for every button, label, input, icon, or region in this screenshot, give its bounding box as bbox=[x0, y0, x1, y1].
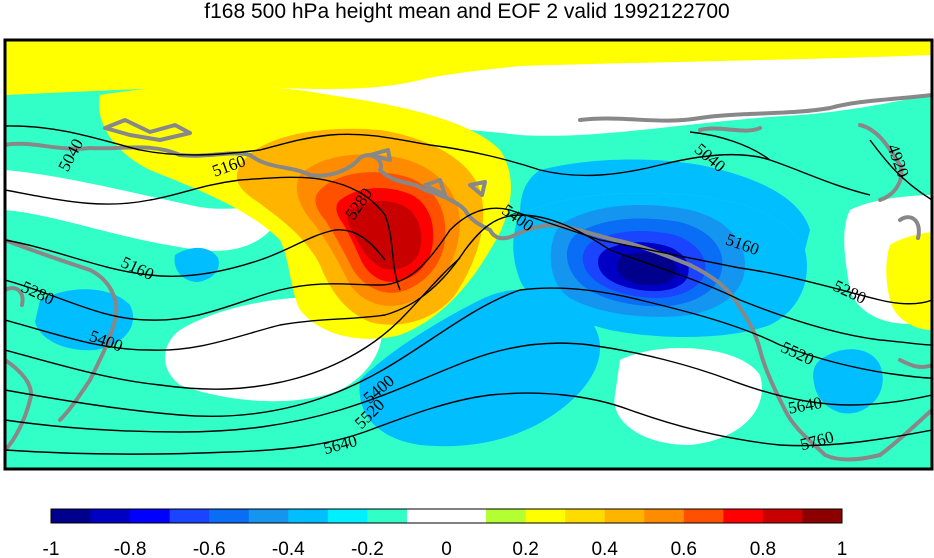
colorbar-swatch bbox=[327, 509, 368, 523]
colorbar-swatch bbox=[51, 509, 91, 523]
negative-anomaly-southeast bbox=[813, 349, 883, 414]
coastline-15 bbox=[898, 358, 932, 370]
colorbar-tick-label: -0.8 bbox=[114, 539, 147, 558]
contour-line-c bbox=[5, 229, 386, 278]
colorbar-swatch bbox=[644, 509, 685, 523]
yellow-band-north bbox=[5, 40, 932, 95]
yellow-east-lobe bbox=[886, 232, 932, 330]
colorbar-swatch bbox=[209, 509, 250, 523]
colorbar-swatch bbox=[288, 509, 329, 523]
colorbar-tick-label: -0.2 bbox=[351, 539, 384, 558]
colorbar-swatch bbox=[723, 509, 764, 523]
colorbar-tick-label: 0.8 bbox=[750, 539, 776, 558]
colorbar-tick-label: 0 bbox=[441, 539, 452, 558]
colorbar-tick-label: 1 bbox=[837, 539, 848, 558]
height-contours bbox=[5, 125, 932, 455]
colorbar-tick-label: 0.2 bbox=[512, 539, 538, 558]
colorbar-swatch bbox=[565, 509, 606, 523]
contour-line-e bbox=[5, 214, 932, 351]
coastline-8 bbox=[698, 126, 762, 133]
contour-line-k bbox=[869, 139, 932, 201]
colorbar-swatch bbox=[525, 509, 566, 523]
contour-line-b bbox=[5, 176, 401, 291]
colorbar-swatch bbox=[406, 509, 447, 523]
colorbar-tick-label: 0.4 bbox=[591, 539, 618, 558]
coastline-4 bbox=[368, 148, 392, 162]
negative-anomaly-ridge bbox=[520, 159, 810, 250]
negative-anomaly-core bbox=[617, 252, 677, 286]
coastline-14 bbox=[878, 408, 932, 457]
colorbar-tick-label: -0.6 bbox=[193, 539, 226, 558]
colorbar-tick-label: -0.4 bbox=[272, 539, 305, 558]
map-title: f168 500 hPa height mean and EOF 2 valid… bbox=[204, 0, 730, 23]
coastline-11 bbox=[5, 238, 119, 422]
colorbar-swatch bbox=[367, 509, 408, 523]
contour-line-a bbox=[5, 125, 871, 196]
coastline-13 bbox=[5, 286, 25, 307]
coastline-9 bbox=[858, 123, 904, 202]
coastline-5 bbox=[423, 178, 447, 197]
contour-line-d bbox=[5, 207, 932, 321]
colorbar-swatch bbox=[604, 509, 645, 523]
positive-anomaly-0.8 bbox=[347, 201, 422, 270]
colorbar-swatch bbox=[446, 509, 487, 523]
coastline-7 bbox=[578, 93, 932, 123]
colorbar-swatch bbox=[683, 509, 724, 523]
colorbar-swatch bbox=[486, 509, 526, 523]
contour-line-g bbox=[5, 287, 932, 417]
contour-line-h bbox=[5, 342, 932, 433]
colorbar-swatch bbox=[248, 509, 289, 523]
contour-line-i bbox=[5, 392, 932, 455]
white-zone-southeast bbox=[614, 348, 762, 445]
colorbar-swatch bbox=[130, 509, 171, 523]
coastline-2 bbox=[103, 118, 192, 142]
colorbar-tick-label: 0.6 bbox=[671, 539, 697, 558]
contour-line-j bbox=[689, 131, 771, 161]
colorbar-swatch bbox=[802, 509, 843, 523]
white-zone-west bbox=[5, 170, 280, 251]
colorbar-swatch bbox=[90, 509, 131, 523]
negative-anomaly-south bbox=[359, 289, 600, 447]
contour-labels: 5040 5160 5280 5400 5520 5640 5160 5280 … bbox=[18, 136, 913, 459]
coastline-6 bbox=[468, 180, 487, 197]
coastline-10 bbox=[898, 215, 921, 240]
colorbar-tick-label: -1 bbox=[43, 539, 60, 558]
colorbar-swatch bbox=[762, 509, 803, 523]
colorbar-ticks: -1 -0.8 -0.6 -0.4 -0.2 0 0.2 0.4 0.6 0.8 1 bbox=[43, 539, 848, 558]
colorbar-frame bbox=[50, 508, 843, 524]
colorbar-swatch bbox=[169, 509, 210, 523]
map-frame bbox=[3, 38, 934, 471]
contour-line-f bbox=[5, 257, 461, 390]
colorbar bbox=[51, 509, 843, 523]
coastline-12 bbox=[5, 358, 33, 452]
